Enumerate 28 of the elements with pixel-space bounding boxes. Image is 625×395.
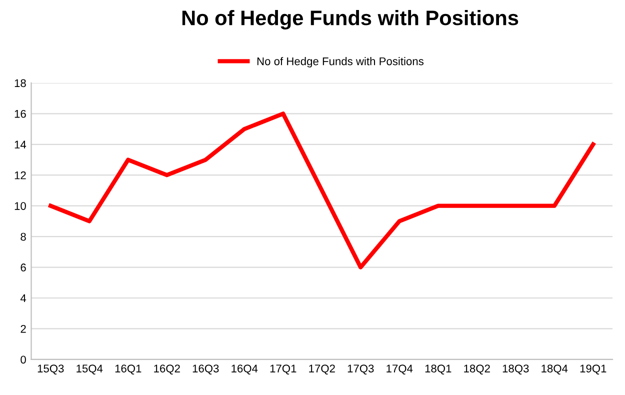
x-tick-label: 19Q1 bbox=[580, 364, 606, 374]
y-tick-label: 14 bbox=[14, 140, 26, 148]
y-tick-label: 12 bbox=[14, 171, 26, 180]
line-series bbox=[48, 112, 596, 270]
y-tick-label: 10 bbox=[14, 202, 26, 210]
y-tick-label: 0 bbox=[20, 356, 26, 364]
x-tick-label: 15Q4 bbox=[76, 364, 103, 374]
y-tick-label: 4 bbox=[20, 294, 26, 302]
x-tick-label: 18Q1 bbox=[425, 364, 452, 374]
x-tick-label: 16Q4 bbox=[232, 364, 258, 374]
y-tick-label: 2 bbox=[20, 324, 26, 333]
x-tick-label: 15Q3 bbox=[38, 364, 64, 374]
x-tick-label: 16Q2 bbox=[154, 364, 180, 374]
y-tick-label: 8 bbox=[20, 232, 26, 241]
x-tick-label: 18Q4 bbox=[542, 364, 568, 374]
chart-title: No of Hedge Funds with Positions bbox=[182, 10, 518, 30]
x-tick-label: 18Q2 bbox=[464, 364, 490, 374]
x-tick-label: 16Q3 bbox=[192, 364, 219, 374]
legend-label: No of Hedge Funds with Positions bbox=[257, 57, 424, 68]
y-tick-label: 16 bbox=[14, 110, 26, 118]
x-tick-label: 17Q4 bbox=[386, 364, 413, 374]
y-tick-label: 6 bbox=[20, 264, 26, 272]
y-tick-label: 18 bbox=[14, 79, 26, 88]
x-tick-label: 16Q1 bbox=[115, 364, 142, 374]
x-tick-label: 18Q3 bbox=[502, 364, 529, 374]
x-tick-label: 17Q3 bbox=[348, 364, 374, 374]
x-tick-label: 17Q2 bbox=[309, 364, 335, 374]
x-tick-label: 17Q1 bbox=[270, 364, 296, 374]
